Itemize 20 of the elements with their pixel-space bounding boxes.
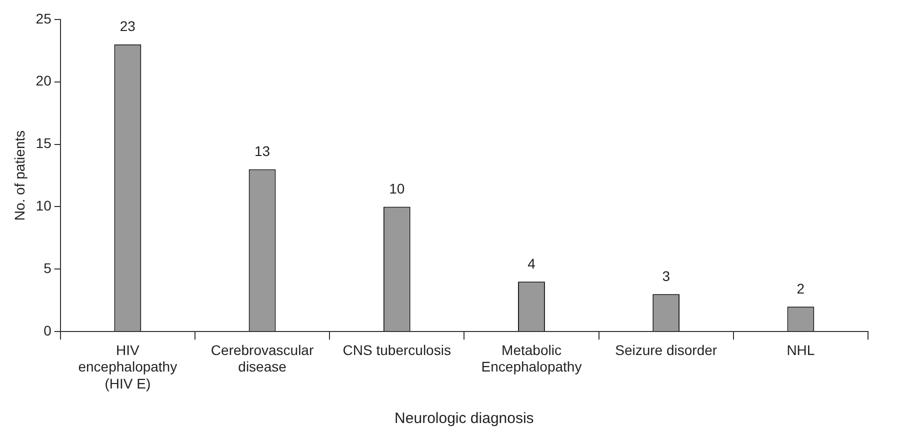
data-label: 4: [528, 256, 536, 272]
x-tick-label: Seizure disorder: [615, 342, 718, 358]
x-tick-label: HIV encephalopathy (HIV E): [78, 342, 178, 392]
x-axis-title: Neurologic diagnosis: [394, 410, 534, 428]
data-label: 2: [796, 280, 805, 296]
y-tick-label: 15: [36, 135, 52, 152]
y-axis-title: No. of patients: [11, 130, 28, 221]
data-label: 3: [662, 268, 670, 284]
y-tick-label: 20: [36, 72, 52, 89]
x-tick-label: Cerebrovascular disease: [210, 342, 314, 375]
y-tick-label: 0: [44, 322, 52, 338]
y-tick-label: 10: [36, 198, 52, 214]
x-tick-label: CNS tuberculosis: [342, 342, 451, 358]
data-label: 13: [254, 143, 270, 160]
y-tick-label: 5: [44, 260, 52, 276]
data-label: 23: [120, 18, 136, 34]
x-tick-label: Metabolic Encephalopathy: [481, 342, 582, 375]
y-tick-label: 25: [36, 10, 52, 26]
data-label: 10: [389, 180, 405, 197]
x-tick-label: NHL: [786, 342, 815, 358]
